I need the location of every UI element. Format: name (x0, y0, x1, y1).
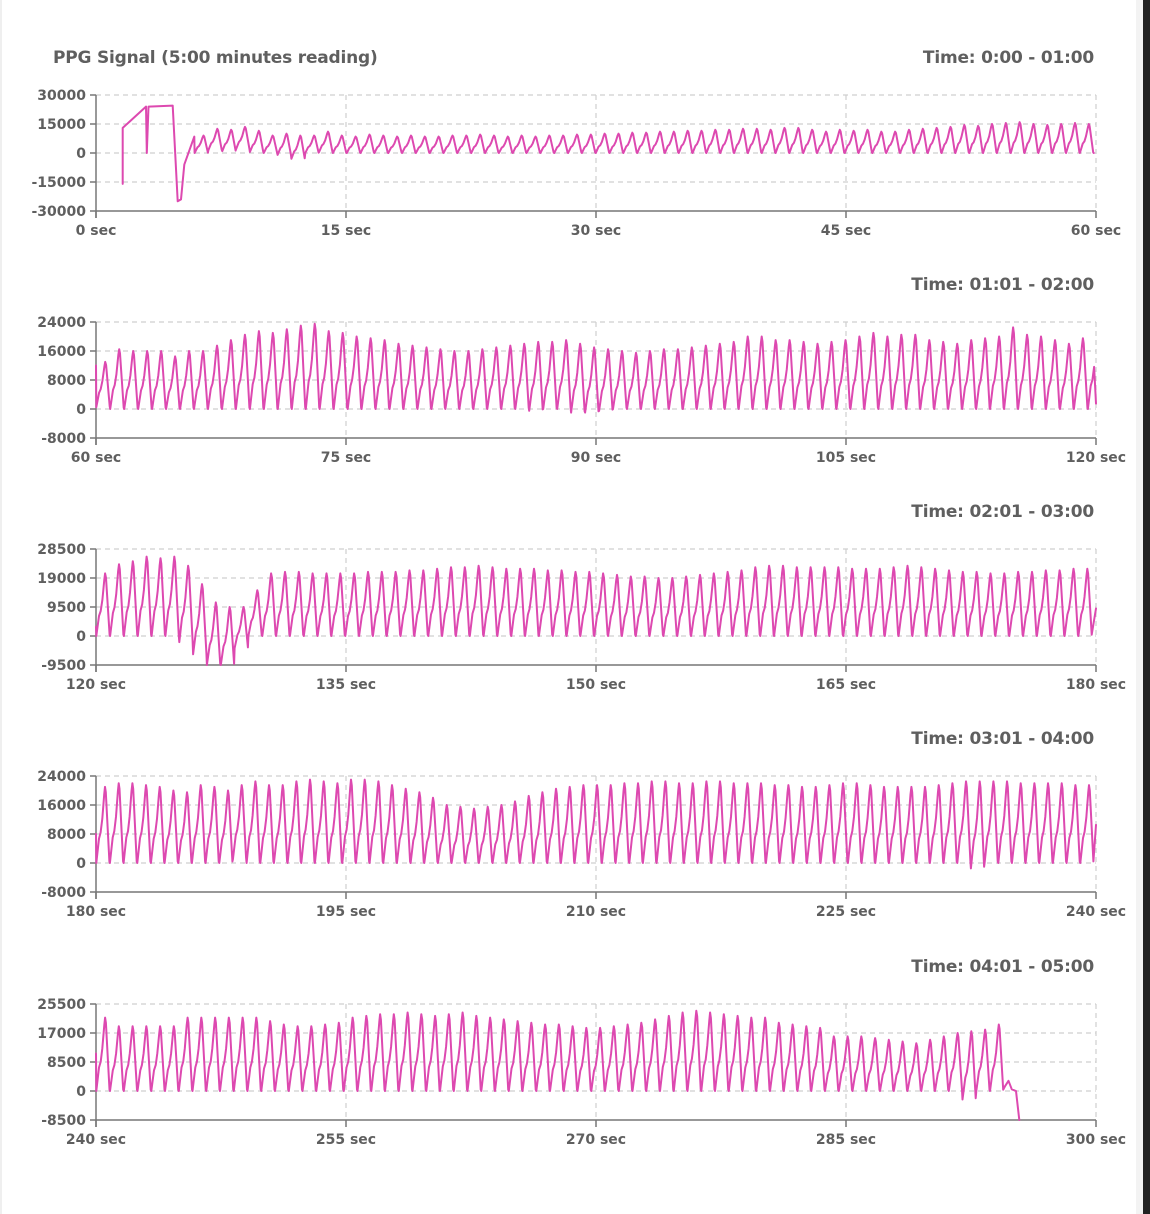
x-tick-label: 255 sec (316, 1132, 376, 1148)
chart-5-time-range: Time: 04:01 - 05:00 (911, 957, 1094, 977)
y-tick-label: -8000 (41, 431, 86, 447)
x-tick-label: 210 sec (566, 904, 626, 920)
chart-3-time-range: Time: 02:01 - 03:00 (911, 502, 1094, 522)
y-tick-label: -15000 (31, 175, 86, 191)
x-tick-label: 240 sec (1066, 904, 1126, 920)
chart-panel-4: 24000 16000 8000 0 -8000 180 sec 195 sec 210 se… (37, 769, 1126, 920)
y-tick-label: 0 (76, 1084, 86, 1100)
x-tick-label: 60 sec (1071, 223, 1121, 239)
chart-1-time-range: Time: 0:00 - 01:00 (922, 48, 1094, 68)
y-tick-label: -30000 (31, 204, 86, 220)
x-tick-label: 165 sec (816, 677, 876, 693)
y-tick-label: 0 (76, 629, 86, 645)
y-tick-label: 0 (76, 856, 86, 872)
x-tick-label: 45 sec (821, 223, 871, 239)
ppg-signal-line (121, 104, 1095, 203)
left-edge-strip (0, 0, 2, 1214)
x-tick-label: 150 sec (566, 677, 626, 693)
y-tick-label: 24000 (37, 769, 86, 785)
y-tick-label: 8000 (47, 373, 86, 389)
y-tick-label: 25500 (37, 997, 86, 1013)
scrollbar-track[interactable] (1136, 0, 1143, 1214)
x-tick-label: 90 sec (571, 450, 621, 466)
x-tick-label: 120 sec (66, 677, 126, 693)
y-tick-label: -9500 (41, 658, 86, 674)
x-tick-label: 195 sec (316, 904, 376, 920)
y-tick-label: 16000 (37, 344, 86, 360)
x-tick-label: 300 sec (1066, 1132, 1126, 1148)
x-tick-label: 135 sec (316, 677, 376, 693)
chart-panel-2: 24000 16000 8000 0 -8000 60 sec 75 sec 90 sec 10… (37, 315, 1126, 466)
ppg-signal-line (95, 1009, 1021, 1121)
chart-panel-1: 30000 15000 0 -15000 -30000 0 sec 15 sec 30 sec… (31, 88, 1121, 239)
window-border (1143, 0, 1150, 1214)
ppg-signal-line (95, 778, 1097, 870)
x-tick-label: 180 sec (1066, 677, 1126, 693)
chart-2-time-range: Time: 01:01 - 02:00 (911, 275, 1094, 295)
y-tick-label: 24000 (37, 315, 86, 331)
chart-4-time-range: Time: 03:01 - 04:00 (911, 729, 1094, 749)
x-tick-label: 285 sec (816, 1132, 876, 1148)
page-title: PPG Signal (5:00 minutes reading) (53, 48, 378, 68)
x-tick-label: 105 sec (816, 450, 876, 466)
y-tick-label: 28500 (37, 542, 86, 558)
x-tick-label: 30 sec (571, 223, 621, 239)
ppg-signal-line (95, 555, 1097, 666)
y-tick-label: 30000 (37, 88, 86, 104)
x-tick-label: 180 sec (66, 904, 126, 920)
x-tick-label: 60 sec (71, 450, 121, 466)
y-tick-label: 8500 (47, 1055, 86, 1071)
y-tick-label: 9500 (47, 600, 86, 616)
x-tick-label: 0 sec (76, 223, 117, 239)
y-tick-label: 15000 (37, 117, 86, 133)
x-tick-label: 225 sec (816, 904, 876, 920)
x-tick-label: 270 sec (566, 1132, 626, 1148)
chart-panel-5: 25500 17000 8500 0 -8500 240 sec 255 sec 270 se… (37, 997, 1126, 1148)
x-tick-label: 15 sec (321, 223, 371, 239)
x-tick-label: 120 sec (1066, 450, 1126, 466)
chart-panel-3: 28500 19000 9500 0 -9500 120 sec 135 sec 150 se… (37, 542, 1126, 693)
y-tick-label: 19000 (37, 571, 86, 587)
y-tick-label: -8500 (41, 1113, 86, 1129)
y-tick-label: 16000 (37, 798, 86, 814)
y-tick-label: 17000 (37, 1026, 86, 1042)
y-tick-label: 0 (76, 146, 86, 162)
y-tick-label: -8000 (41, 885, 86, 901)
x-tick-label: 240 sec (66, 1132, 126, 1148)
ppg-signal-line (95, 322, 1097, 414)
x-tick-label: 75 sec (321, 450, 371, 466)
y-tick-label: 0 (76, 402, 86, 418)
y-tick-label: 8000 (47, 827, 86, 843)
